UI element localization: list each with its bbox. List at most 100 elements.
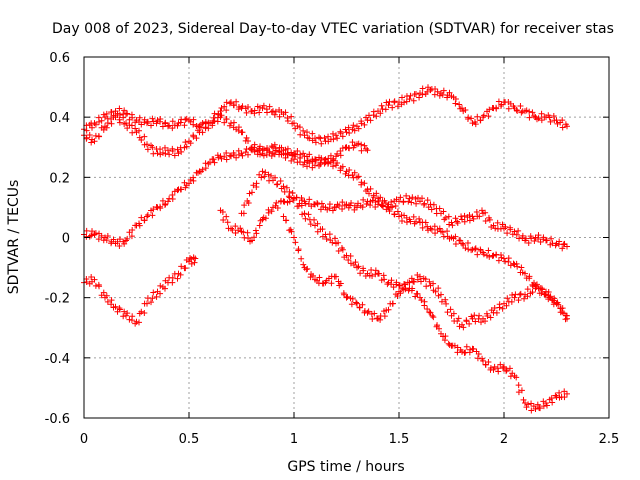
data-point bbox=[491, 363, 498, 370]
data-point bbox=[523, 404, 530, 411]
data-point bbox=[514, 263, 521, 270]
data-point bbox=[486, 216, 493, 223]
data-point bbox=[492, 225, 499, 232]
data-point bbox=[522, 399, 528, 406]
data-point bbox=[95, 236, 102, 243]
data-point bbox=[535, 232, 542, 239]
data-point bbox=[123, 312, 129, 319]
data-point bbox=[334, 135, 341, 142]
data-point bbox=[385, 306, 392, 313]
data-point bbox=[223, 107, 230, 114]
data-point bbox=[296, 124, 303, 131]
data-point bbox=[138, 308, 145, 315]
data-point bbox=[549, 399, 556, 406]
data-point bbox=[459, 105, 465, 112]
data-point bbox=[436, 92, 443, 99]
data-point bbox=[426, 309, 433, 316]
data-point bbox=[251, 107, 258, 114]
data-point bbox=[470, 215, 477, 222]
data-point bbox=[262, 169, 269, 176]
data-point bbox=[335, 248, 342, 255]
data-point bbox=[337, 130, 344, 137]
data-point bbox=[273, 199, 280, 206]
data-point bbox=[266, 149, 273, 156]
data-point bbox=[272, 108, 279, 115]
data-point bbox=[235, 103, 242, 110]
data-point bbox=[259, 168, 266, 175]
data-point bbox=[520, 396, 527, 403]
data-point bbox=[388, 277, 395, 284]
data-point bbox=[463, 318, 470, 325]
data-point bbox=[277, 178, 284, 185]
data-point bbox=[503, 368, 510, 375]
data-point bbox=[435, 292, 442, 299]
data-point bbox=[190, 133, 197, 140]
data-point bbox=[128, 122, 135, 129]
data-point bbox=[346, 129, 353, 136]
data-point bbox=[339, 133, 346, 140]
data-point bbox=[264, 145, 271, 152]
data-point bbox=[535, 115, 542, 122]
data-point bbox=[434, 322, 441, 329]
data-point bbox=[397, 290, 404, 297]
data-point bbox=[358, 141, 365, 148]
data-point bbox=[129, 114, 136, 121]
data-point bbox=[424, 223, 431, 230]
data-point bbox=[286, 194, 293, 201]
data-point bbox=[190, 116, 197, 123]
data-point bbox=[252, 227, 259, 234]
data-point bbox=[507, 226, 514, 233]
data-point bbox=[154, 204, 161, 211]
data-point bbox=[272, 147, 279, 154]
data-point bbox=[407, 218, 414, 225]
y-axis-label: SDTVAR / TECUs bbox=[6, 180, 22, 295]
data-point bbox=[174, 122, 181, 129]
data-point bbox=[461, 212, 468, 219]
data-point bbox=[468, 115, 475, 122]
data-point bbox=[419, 85, 426, 92]
data-point bbox=[419, 224, 426, 231]
data-point bbox=[436, 205, 443, 212]
data-point bbox=[86, 233, 93, 240]
data-point bbox=[356, 304, 363, 311]
data-point bbox=[347, 252, 354, 259]
data-point bbox=[344, 293, 351, 300]
data-point bbox=[541, 291, 548, 298]
data-point bbox=[174, 146, 181, 153]
data-point bbox=[504, 295, 511, 302]
data-point bbox=[292, 239, 299, 246]
data-point bbox=[427, 309, 434, 316]
data-point bbox=[470, 345, 477, 352]
data-point bbox=[104, 298, 111, 305]
data-point bbox=[472, 121, 479, 128]
data-point bbox=[486, 106, 493, 113]
data-point bbox=[157, 115, 164, 122]
data-point bbox=[517, 290, 524, 297]
data-point bbox=[499, 365, 506, 372]
data-point bbox=[351, 127, 358, 134]
data-point bbox=[132, 125, 139, 132]
data-point bbox=[165, 123, 171, 130]
data-point bbox=[390, 284, 397, 291]
data-point bbox=[529, 289, 536, 296]
data-point bbox=[339, 163, 346, 170]
data-point bbox=[293, 194, 300, 201]
data-point bbox=[108, 120, 115, 127]
data-point bbox=[294, 148, 301, 155]
data-point bbox=[424, 305, 431, 312]
data-point bbox=[104, 119, 111, 126]
data-point bbox=[321, 134, 328, 141]
data-point bbox=[454, 220, 461, 227]
data-point bbox=[256, 145, 263, 152]
data-point bbox=[502, 223, 509, 230]
data-point bbox=[521, 295, 528, 302]
data-point bbox=[230, 119, 237, 126]
data-point bbox=[174, 187, 181, 194]
data-point bbox=[392, 202, 399, 209]
data-point bbox=[190, 177, 197, 184]
data-point bbox=[407, 92, 414, 99]
data-point bbox=[417, 294, 423, 301]
y-tick-label: 0 bbox=[62, 232, 70, 247]
data-point bbox=[162, 150, 169, 157]
data-point bbox=[472, 245, 479, 252]
